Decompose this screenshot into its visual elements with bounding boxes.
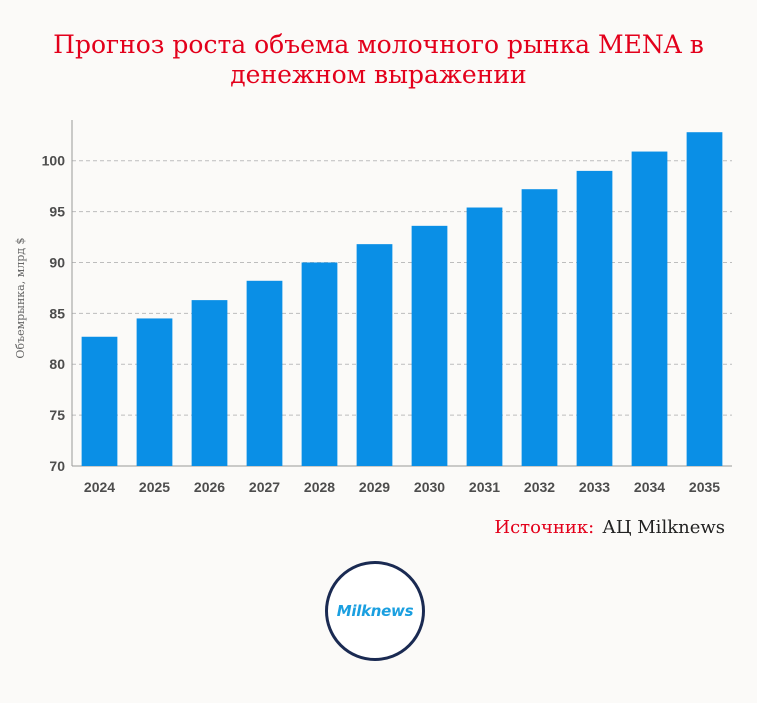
bar	[631, 151, 668, 466]
bar	[301, 262, 338, 466]
x-tick-label: 2031	[469, 479, 500, 495]
bar	[411, 225, 448, 466]
y-axis-title: Объемрынка, млрд $	[14, 237, 27, 358]
x-tick-label: 2026	[194, 479, 225, 495]
title-line-1: Прогноз роста объема молочного рынка MEN…	[53, 30, 704, 59]
y-tick-label: 90	[49, 254, 65, 270]
bar	[356, 244, 393, 466]
x-tick-label: 2025	[139, 479, 170, 495]
x-tick-label: 2034	[634, 479, 665, 495]
x-tick-label: 2032	[524, 479, 555, 495]
x-tick-label: 2030	[414, 479, 445, 495]
x-tick-label: 2027	[249, 479, 280, 495]
x-tick-label: 2024	[84, 479, 115, 495]
bar	[686, 132, 723, 466]
chart-title: Прогноз роста объема молочного рынка MEN…	[0, 30, 757, 90]
source-value: АЦ Milknews	[602, 517, 725, 538]
y-tick-label: 85	[49, 305, 65, 321]
x-tick-label: 2033	[579, 479, 610, 495]
title-line-2: денежном выражении	[230, 60, 527, 89]
bar	[191, 300, 228, 466]
y-tick-label: 75	[49, 407, 65, 423]
bar	[521, 189, 558, 466]
y-tick-label: 95	[49, 204, 65, 220]
y-tick-label: 80	[49, 356, 65, 372]
source-note: Источник: АЦ Milknews	[494, 517, 725, 538]
source-label: Источник:	[494, 517, 595, 538]
bar	[81, 336, 118, 466]
milknews-logo: Milknews	[325, 561, 425, 661]
y-tick-label: 70	[49, 458, 65, 474]
bar-chart: 70 75 80 85 90 95 100 2024 2025 2026 2027 2028 2029 2…	[14, 120, 732, 495]
x-tick-label: 2029	[359, 479, 390, 495]
x-tick-label: 2035	[689, 479, 720, 495]
bar	[576, 170, 613, 466]
bar	[136, 318, 173, 466]
bar	[466, 207, 503, 467]
x-tick-label: 2028	[304, 479, 335, 495]
bar	[246, 280, 283, 466]
logo-text: Milknews	[336, 602, 414, 620]
y-tick-label: 100	[42, 153, 66, 169]
